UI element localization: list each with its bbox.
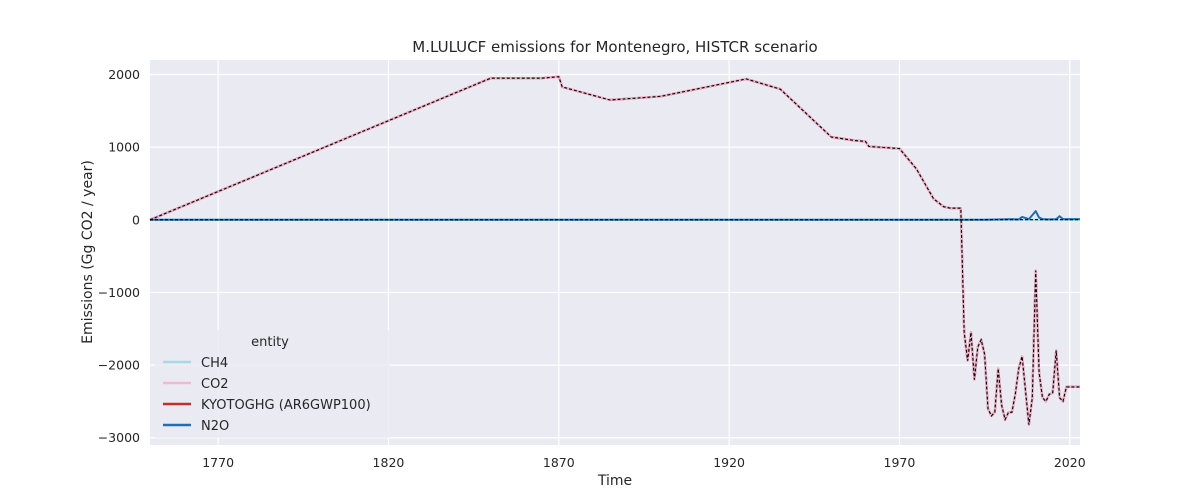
y-tick-label: −3000 xyxy=(98,430,140,445)
x-tick-label: 1970 xyxy=(884,455,916,470)
legend-label-co2: CO2 xyxy=(201,377,229,392)
legend-box xyxy=(155,330,390,438)
legend-title: entity xyxy=(251,335,289,350)
legend-entry-ch4: CH4 xyxy=(163,356,228,371)
legend-label-ch4: CH4 xyxy=(201,356,228,371)
x-axis-label: Time xyxy=(597,473,632,489)
legend-entry-kyotoghg: KYOTOGHG (AR6GWP100) xyxy=(163,398,371,413)
y-tick-label: 0 xyxy=(132,212,140,227)
legend-label-kyotoghg: KYOTOGHG (AR6GWP100) xyxy=(201,398,371,413)
series-overlay-kyotoghg-ar6gwp100 xyxy=(149,76,1080,425)
y-tick-label: −2000 xyxy=(98,358,140,373)
y-axis-label: Emissions (Gg CO2 / year) xyxy=(80,160,96,344)
series-lines xyxy=(149,75,1080,426)
x-tick-label: 1920 xyxy=(713,455,745,470)
chart-title: M.LULUCF emissions for Montenegro, HISTC… xyxy=(412,38,817,56)
x-tick-label: 1770 xyxy=(202,455,234,470)
y-tick-label: 2000 xyxy=(108,67,140,82)
legend-label-n2o: N2O xyxy=(201,419,229,434)
legend-entry-co2: CO2 xyxy=(163,377,229,392)
tick-labels: 1770 1820 1870 1920 1970 2020 2000 1000 0 −1000 −2… xyxy=(98,67,1086,470)
y-tick-label: −1000 xyxy=(98,285,140,300)
legend: entity CH4 CO2 KYOTOGHG (AR6GWP100) N2O xyxy=(155,330,390,438)
legend-entry-n2o: N2O xyxy=(163,419,229,434)
x-tick-label: 1870 xyxy=(543,455,575,470)
x-tick-label: 2020 xyxy=(1054,455,1086,470)
y-tick-label: 1000 xyxy=(108,140,140,155)
x-tick-label: 1820 xyxy=(373,455,405,470)
